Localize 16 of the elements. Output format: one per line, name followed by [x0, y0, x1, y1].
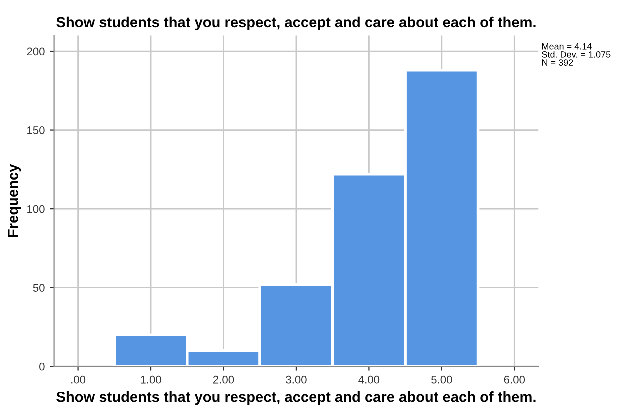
x-tick-label: 5.00 — [432, 376, 452, 384]
y-tick-label: 100 — [28, 205, 45, 214]
x-tick-label: 3.00 — [286, 376, 307, 384]
x-axis-title: Show students that you respect, accept and care about each of them. — [56, 392, 536, 406]
x-tick-label: .00 — [72, 376, 86, 384]
y-tick-label: 0 — [40, 362, 45, 371]
x-tick-label: 4.00 — [358, 376, 380, 384]
x-tick-label: 1.00 — [141, 376, 162, 384]
x-tick-label: 6.00 — [504, 376, 526, 384]
x-tick-label: 2.00 — [213, 376, 234, 384]
y-tick-label: 150 — [28, 126, 45, 134]
y-axis-title: Frequency — [8, 164, 22, 238]
y-tick-label: 50 — [33, 284, 45, 292]
y-tick-label: 200 — [27, 48, 45, 56]
chart-title: Show students that you respect, accept and care about each of them. — [56, 16, 536, 30]
text: Mean = 4.14 Std. Dev. = 1.075 N = 392 — [542, 43, 611, 66]
